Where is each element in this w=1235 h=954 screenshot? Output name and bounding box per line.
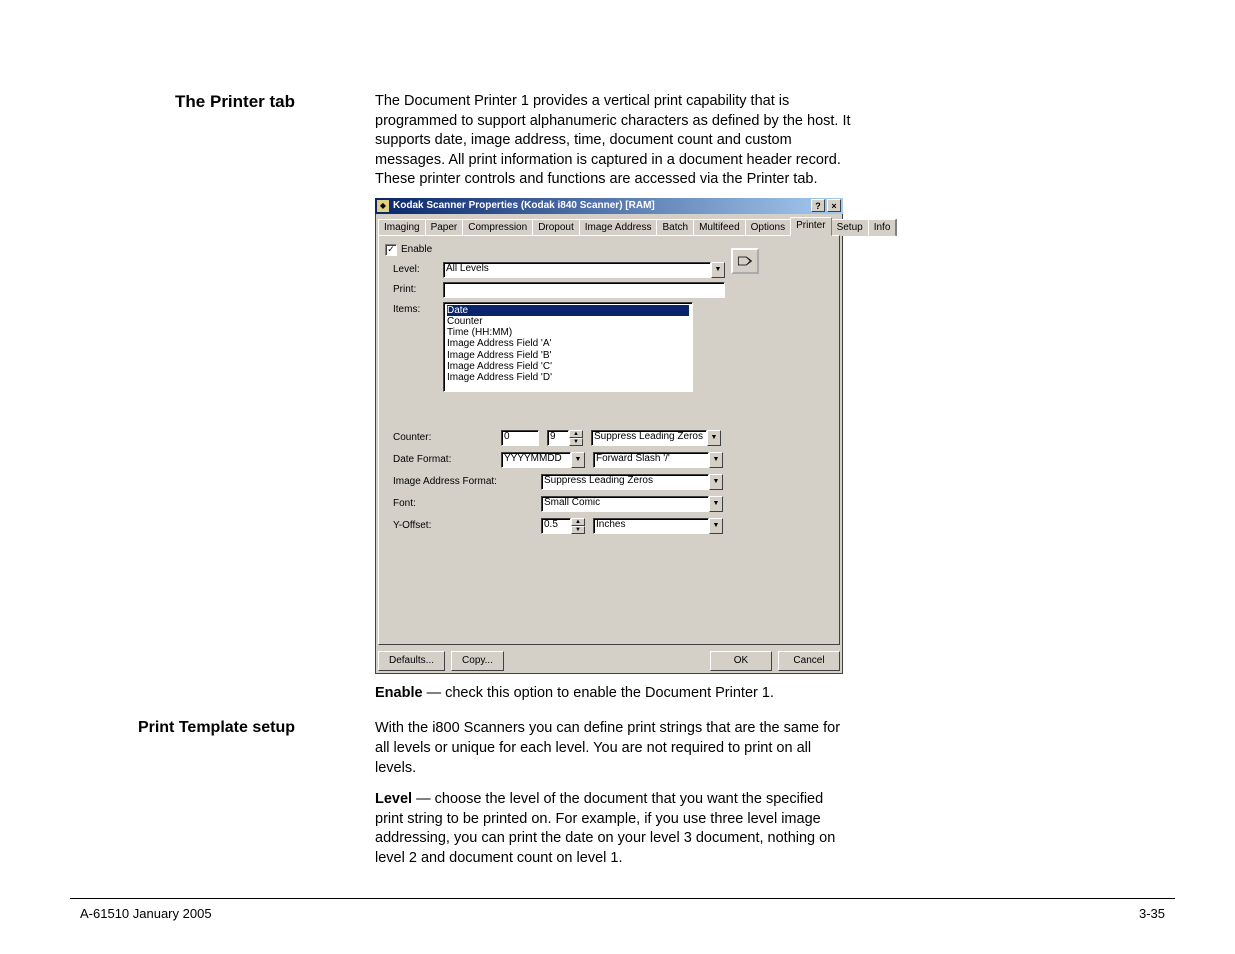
list-item[interactable]: Date <box>447 305 689 316</box>
date-format-dropdown-icon[interactable]: ▼ <box>571 452 585 468</box>
counter-label: Counter: <box>393 432 501 443</box>
tab-imaging[interactable]: Imaging <box>378 219 426 236</box>
level-select[interactable]: All Levels <box>443 262 711 278</box>
items-label: Items: <box>393 302 443 315</box>
scanner-properties-dialog: ◆ Kodak Scanner Properties (Kodak i840 S… <box>375 198 843 674</box>
tab-setup[interactable]: Setup <box>831 219 869 236</box>
footer-left: A-61510 January 2005 <box>80 906 212 921</box>
enable-desc-text: — check this option to enable the Docume… <box>423 685 774 701</box>
y-offset-label: Y-Offset: <box>393 520 541 531</box>
y-offset-unit-dropdown-icon[interactable]: ▼ <box>709 518 723 534</box>
image-address-format-dropdown-icon[interactable]: ▼ <box>709 474 723 490</box>
counter-input[interactable]: 0 <box>501 430 539 446</box>
dialog-titlebar[interactable]: ◆ Kodak Scanner Properties (Kodak i840 S… <box>375 198 843 214</box>
list-item[interactable]: Time (HH:MM) <box>447 327 689 338</box>
counter-width-input[interactable]: 9 <box>547 430 569 446</box>
tab-compression[interactable]: Compression <box>462 219 533 236</box>
tab-info[interactable]: Info <box>868 219 897 236</box>
tab-batch[interactable]: Batch <box>656 219 694 236</box>
image-address-format-label: Image Address Format: <box>393 476 541 487</box>
list-item[interactable]: Counter <box>447 316 689 327</box>
counter-mode-dropdown-icon[interactable]: ▼ <box>707 430 721 446</box>
date-format-select[interactable]: YYYYMMDD <box>501 452 571 468</box>
printer-tab-panel: ✓ Enable Level: All Levels ▼ <box>378 235 840 645</box>
font-select[interactable]: Small Comic <box>541 496 709 512</box>
cancel-button[interactable]: Cancel <box>778 651 840 671</box>
date-delimiter-dropdown-icon[interactable]: ▼ <box>709 452 723 468</box>
tab-options[interactable]: Options <box>745 219 791 236</box>
dialog-title: Kodak Scanner Properties (Kodak i840 Sca… <box>393 200 811 211</box>
tab-paper[interactable]: Paper <box>425 219 464 236</box>
level-desc-text: — choose the level of the document that … <box>375 791 835 866</box>
level-bold: Level <box>375 791 412 807</box>
intro-paragraph: The Document Printer 1 provides a vertic… <box>375 92 855 190</box>
tab-multifeed[interactable]: Multifeed <box>693 219 746 236</box>
close-button[interactable]: × <box>827 199 841 212</box>
copy-button[interactable]: Copy... <box>451 651 504 671</box>
scan-icon <box>737 254 753 268</box>
print-template-paragraph: With the i800 Scanners you can define pr… <box>375 719 855 778</box>
print-input[interactable] <box>443 282 725 298</box>
list-item[interactable]: Image Address Field 'C' <box>447 361 689 372</box>
y-offset-spinner[interactable]: ▲▼ <box>571 518 585 534</box>
level-description: Level — choose the level of the document… <box>375 790 855 868</box>
date-delimiter-select[interactable]: Forward Slash '/' <box>593 452 709 468</box>
defaults-button[interactable]: Defaults... <box>378 651 445 671</box>
tab-dropout[interactable]: Dropout <box>532 219 580 236</box>
y-offset-unit-select[interactable]: Inches <box>593 518 709 534</box>
counter-width-spinner[interactable]: ▲▼ <box>569 430 583 446</box>
date-format-label: Date Format: <box>393 454 501 465</box>
print-label: Print: <box>393 282 443 295</box>
enable-checkbox[interactable]: ✓ <box>385 244 397 256</box>
items-listbox[interactable]: Date Counter Time (HH:MM) Image Address … <box>443 302 693 392</box>
tab-strip: Imaging Paper Compression Dropout Image … <box>378 216 840 236</box>
image-address-format-select[interactable]: Suppress Leading Zeros <box>541 474 709 490</box>
enable-description: Enable — check this option to enable the… <box>375 684 855 704</box>
enable-label: Enable <box>401 244 432 255</box>
tab-printer[interactable]: Printer <box>790 217 831 236</box>
enable-bold: Enable <box>375 685 423 701</box>
app-icon: ◆ <box>377 200 389 212</box>
font-label: Font: <box>393 498 541 509</box>
footer-right: 3-35 <box>1139 906 1165 921</box>
font-dropdown-icon[interactable]: ▼ <box>709 496 723 512</box>
tab-image-address[interactable]: Image Address <box>579 219 658 236</box>
heading-print-template: Print Template setup <box>80 719 295 737</box>
heading-printer-tab: The Printer tab <box>80 92 295 112</box>
counter-mode-select[interactable]: Suppress Leading Zeros <box>591 430 707 446</box>
level-dropdown-icon[interactable]: ▼ <box>711 262 725 278</box>
scan-preview-button[interactable] <box>731 248 759 274</box>
list-item[interactable]: Image Address Field 'B' <box>447 350 689 361</box>
list-item[interactable]: Image Address Field 'D' <box>447 372 689 383</box>
list-item[interactable]: Image Address Field 'A' <box>447 338 689 349</box>
help-button[interactable]: ? <box>811 199 825 212</box>
level-label: Level: <box>393 262 443 275</box>
footer-rule <box>70 898 1175 899</box>
ok-button[interactable]: OK <box>710 651 772 671</box>
y-offset-input[interactable]: 0.5 <box>541 518 571 534</box>
